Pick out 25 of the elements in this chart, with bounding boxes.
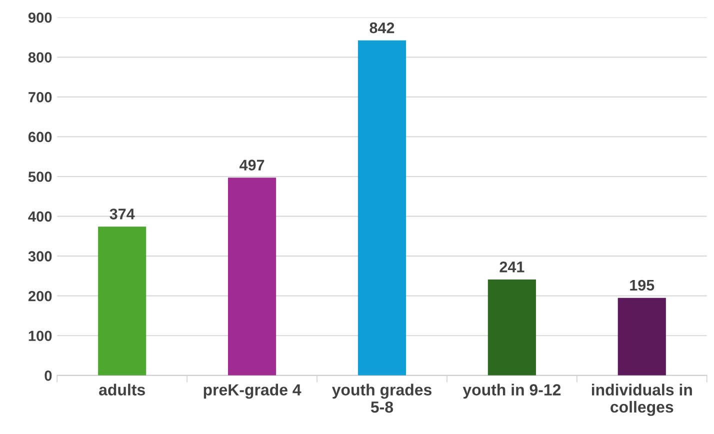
data-label: 842 (370, 22, 394, 34)
y-tick-label: 0 (44, 370, 52, 381)
y-tick-label: 400 (28, 211, 52, 222)
y-tick-label: 900 (28, 12, 52, 23)
y-tick-label: 600 (28, 132, 52, 142)
y-tick-label: 300 (28, 251, 52, 262)
data-label: 497 (240, 160, 264, 170)
y-tick-label: 700 (28, 92, 52, 102)
bar (228, 178, 276, 376)
data-label: 374 (110, 208, 135, 220)
x-tick-label: preK-grade 4 (204, 384, 302, 399)
x-tick-label: youth in 9-12 (462, 384, 561, 399)
y-tick-label: 100 (28, 330, 52, 342)
y-tick-label: 500 (28, 172, 52, 182)
bar (358, 40, 406, 376)
data-label: 241 (500, 262, 524, 272)
bar (618, 298, 666, 376)
y-tick-label: 800 (28, 52, 52, 63)
x-tick-label: adults (99, 384, 145, 396)
y-tick-label: 200 (28, 290, 52, 302)
data-label: 195 (630, 280, 654, 291)
bar (98, 226, 146, 376)
x-tick-label: individuals in colleges (592, 384, 692, 416)
x-tick-label: youth grades 5-8 (332, 384, 432, 413)
bar (488, 280, 536, 376)
